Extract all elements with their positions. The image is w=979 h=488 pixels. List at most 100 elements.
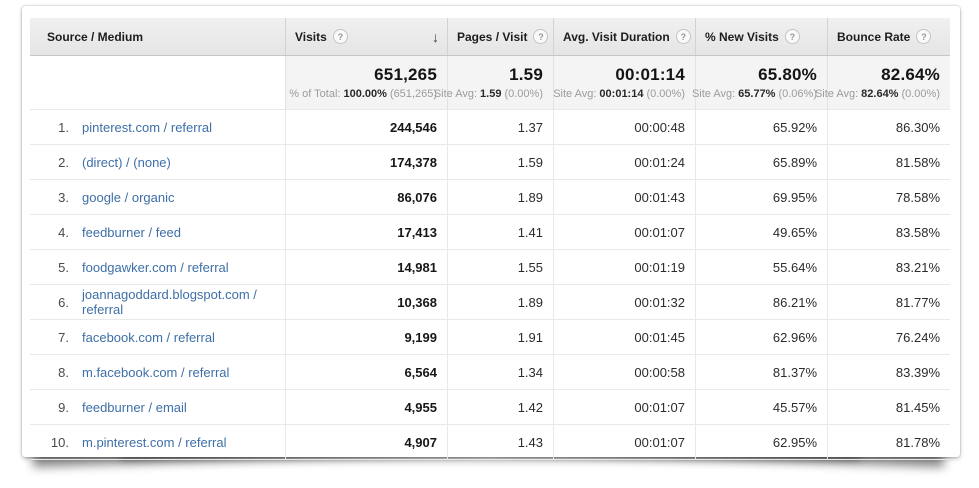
avg-visit-duration-cell: 00:01:07 xyxy=(553,425,695,459)
row-rank: 5. xyxy=(58,259,69,275)
bounce-rate-cell: 78.58% xyxy=(827,180,950,214)
pct-new-visits-cell: 45.57% xyxy=(695,390,827,424)
pages-per-visit-cell: 1.34 xyxy=(447,355,553,389)
bounce-rate-cell: 83.39% xyxy=(827,355,950,389)
totals-avg-visit-duration-cell: 00:01:14 Site Avg: 00:01:14 (0.00%) xyxy=(553,56,695,109)
table-row: 3. google / organic 86,076 1.89 00:01:43… xyxy=(30,180,950,215)
column-header-visits[interactable]: Visits ? ↓ xyxy=(285,18,447,55)
source-medium-link[interactable]: foodgawker.com / referral xyxy=(82,259,229,275)
total-visits-value: 651,265 xyxy=(374,65,437,84)
pct-new-visits-cell: 62.96% xyxy=(695,320,827,354)
pages-per-visit-cell: 1.59 xyxy=(447,145,553,179)
row-rank: 3. xyxy=(58,189,69,205)
bounce-rate-cell: 86.30% xyxy=(827,110,950,144)
pages-per-visit-cell: 1.55 xyxy=(447,250,553,284)
column-header-bounce-rate[interactable]: Bounce Rate ? xyxy=(827,18,950,55)
bounce-rate-cell: 76.24% xyxy=(827,320,950,354)
source-medium-cell: 8. m.facebook.com / referral xyxy=(30,355,285,389)
row-rank: 1. xyxy=(58,119,69,135)
pct-new-visits-cell: 55.64% xyxy=(695,250,827,284)
table-row: 1. pinterest.com / referral 244,546 1.37… xyxy=(30,110,950,145)
visits-cell: 17,413 xyxy=(285,215,447,249)
source-medium-cell: 1. pinterest.com / referral xyxy=(30,110,285,144)
column-header-label: Bounce Rate xyxy=(837,29,911,44)
avg-visit-duration-cell: 00:01:32 xyxy=(553,285,695,319)
row-rank: 6. xyxy=(58,294,69,310)
source-medium-cell: 6. joannagoddard.blogspot.com / referral xyxy=(30,285,285,319)
visits-cell: 6,564 xyxy=(285,355,447,389)
source-medium-cell: 3. google / organic xyxy=(30,180,285,214)
column-header-pct-new-visits[interactable]: % New Visits ? xyxy=(695,18,827,55)
avg-visit-duration-cell: 00:01:07 xyxy=(553,390,695,424)
bounce-rate-cell: 81.45% xyxy=(827,390,950,424)
pages-per-visit-cell: 1.89 xyxy=(447,180,553,214)
visits-cell: 86,076 xyxy=(285,180,447,214)
source-medium-link[interactable]: feedburner / email xyxy=(82,399,187,415)
source-medium-link[interactable]: google / organic xyxy=(82,189,175,205)
table-row: 2. (direct) / (none) 174,378 1.59 00:01:… xyxy=(30,145,950,180)
column-header-avg-visit-duration[interactable]: Avg. Visit Duration ? xyxy=(553,18,695,55)
visits-cell: 4,907 xyxy=(285,425,447,459)
column-header-label: Avg. Visit Duration xyxy=(563,29,670,44)
column-header-pages-per-visit[interactable]: Pages / Visit ? xyxy=(447,18,553,55)
source-medium-link[interactable]: pinterest.com / referral xyxy=(82,119,213,135)
avg-visit-duration-cell: 00:00:48 xyxy=(553,110,695,144)
source-medium-cell: 5. foodgawker.com / referral xyxy=(30,250,285,284)
totals-pct-new-visits-cell: 65.80% Site Avg: 65.77% (0.06%) xyxy=(691,56,827,109)
column-header-label: Visits xyxy=(295,29,327,44)
totals-bounce-rate-cell: 82.64% Site Avg: 82.64% (0.00%) xyxy=(815,56,950,109)
row-rank: 9. xyxy=(58,399,69,415)
bounce-rate-cell: 83.21% xyxy=(827,250,950,284)
source-medium-cell: 9. feedburner / email xyxy=(30,390,285,424)
pct-new-visits-cell: 65.92% xyxy=(695,110,827,144)
help-icon[interactable]: ? xyxy=(675,29,691,44)
total-pages-per-visit-subtext: Site Avg: 1.59 (0.00%) xyxy=(433,88,543,100)
bounce-rate-cell: 81.58% xyxy=(827,145,950,179)
help-icon[interactable]: ? xyxy=(916,29,932,44)
column-header-label: % New Visits xyxy=(705,29,779,44)
help-icon[interactable]: ? xyxy=(533,29,549,44)
table-row: 8. m.facebook.com / referral 6,564 1.34 … xyxy=(30,355,950,390)
row-rank: 4. xyxy=(58,224,69,240)
total-visits-subtext: % of Total: 100.00% (651,265) xyxy=(289,88,437,100)
help-icon[interactable]: ? xyxy=(332,29,348,44)
source-medium-link[interactable]: feedburner / feed xyxy=(82,224,182,240)
column-header-label: Pages / Visit xyxy=(457,29,528,44)
source-medium-link[interactable]: m.facebook.com / referral xyxy=(82,364,230,380)
total-bounce-rate-value: 82.64% xyxy=(881,65,940,84)
pct-new-visits-cell: 81.37% xyxy=(695,355,827,389)
pct-new-visits-cell: 49.65% xyxy=(695,215,827,249)
visits-cell: 10,368 xyxy=(285,285,447,319)
pages-per-visit-cell: 1.37 xyxy=(447,110,553,144)
pages-per-visit-cell: 1.42 xyxy=(447,390,553,424)
column-header-label: Source / Medium xyxy=(47,29,144,44)
row-rank: 7. xyxy=(58,329,69,345)
avg-visit-duration-cell: 00:01:43 xyxy=(553,180,695,214)
pct-new-visits-cell: 65.89% xyxy=(695,145,827,179)
bounce-rate-cell: 81.78% xyxy=(827,425,950,459)
source-medium-cell: 4. feedburner / feed xyxy=(30,215,285,249)
source-medium-link[interactable]: facebook.com / referral xyxy=(82,329,215,345)
pages-per-visit-cell: 1.41 xyxy=(447,215,553,249)
total-bounce-rate-subtext: Site Avg: 82.64% (0.00%) xyxy=(814,88,940,100)
pct-new-visits-cell: 62.95% xyxy=(695,425,827,459)
totals-source-cell xyxy=(30,56,285,109)
total-pct-new-visits-subtext: Site Avg: 65.77% (0.06%) xyxy=(691,88,817,100)
table-row: 7. facebook.com / referral 9,199 1.91 00… xyxy=(30,320,950,355)
table-row: 10. m.pinterest.com / referral 4,907 1.4… xyxy=(30,425,950,460)
table-row: 9. feedburner / email 4,955 1.42 00:01:0… xyxy=(30,390,950,425)
source-medium-link[interactable]: m.pinterest.com / referral xyxy=(82,434,227,450)
row-rank: 2. xyxy=(58,154,69,170)
totals-visits-cell: 651,265 % of Total: 100.00% (651,265) xyxy=(285,56,447,109)
pages-per-visit-cell: 1.91 xyxy=(447,320,553,354)
bounce-rate-cell: 83.58% xyxy=(827,215,950,249)
source-medium-cell: 10. m.pinterest.com / referral xyxy=(30,425,285,459)
help-icon[interactable]: ? xyxy=(784,29,800,44)
avg-visit-duration-cell: 00:01:07 xyxy=(553,215,695,249)
column-header-source-medium[interactable]: Source / Medium xyxy=(30,18,285,55)
source-medium-link[interactable]: joannagoddard.blogspot.com / referral xyxy=(82,287,257,317)
visits-cell: 4,955 xyxy=(285,390,447,424)
source-medium-link[interactable]: (direct) / (none) xyxy=(82,154,171,170)
avg-visit-duration-cell: 00:01:24 xyxy=(553,145,695,179)
avg-visit-duration-cell: 00:00:58 xyxy=(553,355,695,389)
